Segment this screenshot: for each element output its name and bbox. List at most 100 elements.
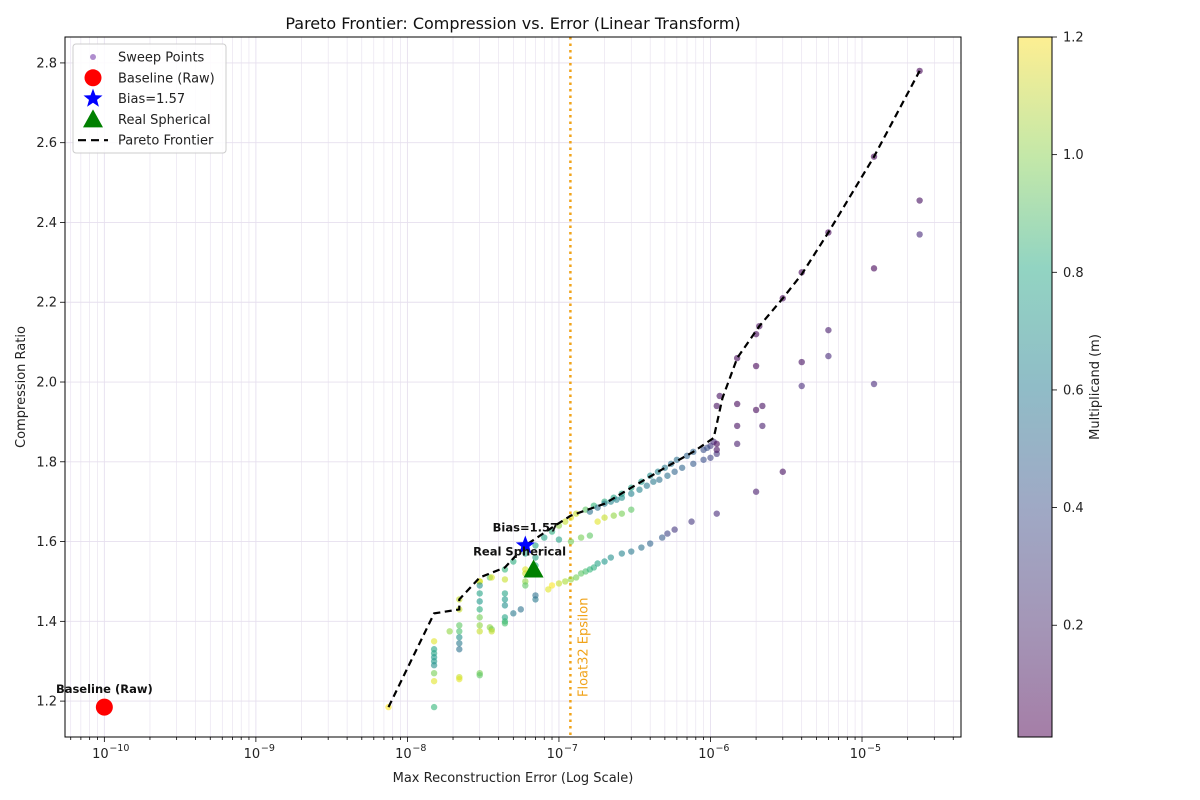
sweep-point: [567, 538, 575, 545]
svg-text:−7: −7: [564, 743, 578, 754]
sweep-point: [671, 526, 678, 533]
x-tick-label: 10: [244, 747, 261, 762]
x-axis-ticks: 10 −10 10 −9 10 −8 10 −7 10 −6 10 −5: [70, 737, 954, 762]
sweep-point: [532, 592, 539, 599]
sweep-point: [671, 468, 678, 475]
y-tick-label: 2.4: [36, 216, 57, 231]
y-tick-label: 1.8: [36, 455, 57, 470]
svg-text:−10: −10: [109, 743, 129, 754]
sweep-point: [594, 518, 601, 525]
sweep-point: [430, 669, 438, 677]
sweep-point: [759, 402, 766, 410]
sweep-point: [779, 468, 786, 475]
sweep-point: [446, 628, 453, 635]
sweep-point: [476, 622, 483, 629]
real-spherical-marker: [523, 559, 544, 578]
sweep-point: [430, 703, 438, 711]
sweep-point: [522, 550, 529, 557]
sweep-point: [532, 542, 539, 549]
pareto-frontier-line: [387, 70, 921, 708]
legend-item-label: Bias=1.57: [118, 92, 185, 107]
sweep-point: [656, 476, 663, 483]
real-spherical-annotation: Real Spherical: [473, 544, 566, 558]
sweep-point: [650, 478, 657, 485]
sweep-point: [673, 456, 681, 463]
baseline-marker: [95, 698, 113, 716]
sweep-point: [476, 606, 483, 613]
sweep-point: [476, 671, 483, 679]
y-tick-label: 1.2: [36, 695, 57, 710]
sweep-point: [618, 550, 626, 557]
y-axis-ticks: 1.2 1.4 1.6 1.8 2.0 2.2 2.4 2.6 2.8: [36, 56, 65, 710]
sweep-point: [488, 574, 495, 581]
svg-text:−6: −6: [715, 743, 729, 754]
legend-item-label: Baseline (Raw): [118, 71, 215, 86]
sweep-point: [916, 197, 923, 204]
sweep-point: [628, 506, 635, 513]
sweep-point: [798, 382, 805, 390]
sweep-point: [573, 574, 580, 581]
y-tick-label: 2.8: [36, 56, 57, 71]
sweep-point: [638, 544, 645, 551]
chart-title: Pareto Frontier: Compression vs. Error (…: [285, 14, 740, 33]
sweep-points: [385, 67, 923, 711]
sweep-point: [678, 464, 686, 471]
sweep-point: [601, 514, 608, 521]
bias-star-marker: [515, 535, 535, 554]
sweep-point: [733, 440, 741, 448]
sweep-point: [628, 490, 635, 497]
sweep-point: [618, 510, 626, 517]
sweep-point: [752, 406, 760, 414]
sweep-point: [752, 362, 760, 370]
sweep-point: [548, 582, 556, 589]
sweep-point: [577, 534, 585, 541]
sweep-point: [488, 628, 495, 635]
colorbar-tick-label: 0.8: [1063, 266, 1084, 281]
sweep-point: [664, 530, 671, 537]
legend: Sweep Points Baseline (Raw) Bias=1.57 Real …: [72, 43, 227, 154]
x-tick-label: 10: [698, 747, 715, 762]
svg-text:−8: −8: [412, 743, 426, 754]
epsilon-line: Float32 Epsilon: [569, 37, 591, 737]
sweep-point: [688, 518, 695, 525]
sweep-point: [522, 582, 529, 589]
sweep-point: [545, 586, 552, 593]
sweep-point: [825, 326, 832, 334]
sweep-point: [733, 400, 741, 408]
sweep-point: [798, 358, 805, 366]
sweep-point: [456, 640, 463, 647]
y-tick-label: 1.4: [36, 615, 57, 630]
legend-item-label: Sweep Points: [118, 51, 205, 66]
sweep-point: [752, 488, 760, 495]
y-tick-label: 2.2: [36, 296, 57, 311]
sweep-point: [759, 422, 766, 430]
sweep-point: [541, 534, 548, 541]
sweep-point: [476, 614, 483, 621]
sweep-point: [517, 606, 524, 613]
x-tick-label: 10: [92, 747, 109, 762]
sweep-point: [703, 444, 711, 452]
sweep-point: [501, 602, 509, 609]
colorbar-tick-label: 1.0: [1063, 148, 1084, 163]
sweep-point: [510, 610, 517, 617]
sweep-point: [476, 590, 483, 597]
colorbar-tick-label: 1.2: [1063, 31, 1084, 46]
colorbar: 0.2 0.4 0.6 0.8 1.0 1.2 Multiplicand (m): [1017, 31, 1103, 738]
sweep-point: [870, 380, 878, 388]
sweep-point: [713, 402, 720, 410]
sweep-point: [501, 576, 509, 583]
x-tick-label: 10: [547, 747, 564, 762]
sweep-point: [510, 558, 517, 565]
x-tick-label: 10: [395, 747, 412, 762]
sweep-point: [713, 440, 720, 448]
special-markers: Baseline (Raw) Bias=1.57 Real Spherical: [56, 521, 566, 716]
sweep-point: [456, 622, 463, 629]
sweep-point: [716, 392, 723, 400]
colorbar-label: Multiplicand (m): [1088, 334, 1103, 440]
sweep-point: [456, 675, 463, 683]
sweep-point: [610, 512, 617, 519]
legend-item-label: Pareto Frontier: [118, 134, 214, 149]
bias-annotation: Bias=1.57: [493, 521, 558, 535]
sweep-point: [594, 560, 601, 567]
sweep-point: [618, 494, 626, 501]
